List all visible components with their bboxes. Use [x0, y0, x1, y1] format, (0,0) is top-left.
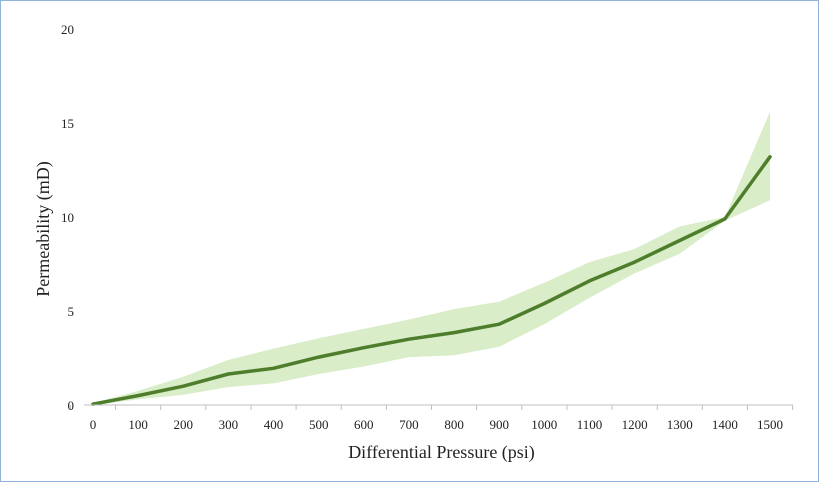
data-point [723, 217, 727, 221]
x-tick-label: 1100 [577, 417, 603, 432]
x-tick-label: 0 [90, 417, 97, 432]
y-tick-label: 20 [61, 22, 74, 37]
x-tick-label: 1300 [667, 417, 693, 432]
series-line [91, 155, 772, 406]
data-point [543, 302, 546, 305]
y-tick-label: 0 [68, 398, 75, 413]
x-tick-label: 100 [128, 417, 148, 432]
data-point [317, 355, 320, 359]
data-point [452, 331, 456, 334]
series-line-layer [91, 155, 772, 406]
data-point [136, 394, 140, 397]
confidence-band-layer [93, 111, 770, 405]
data-point [678, 239, 681, 242]
x-tick-label: 1500 [757, 417, 783, 432]
data-point [227, 372, 230, 376]
x-tick-label: 1200 [622, 417, 648, 432]
x-tick-label: 600 [354, 417, 374, 432]
data-point [182, 385, 185, 388]
x-axis: 0 100 200 300 400 500 600 700 800 900 1000 1100 1200… [69, 404, 794, 432]
data-point [588, 279, 591, 283]
x-tick-label: 500 [309, 417, 329, 432]
x-tick-label: 900 [489, 417, 509, 432]
confidence-band [93, 111, 770, 405]
x-axis-label: Differential Pressure (psi) [348, 442, 535, 463]
y-tick-label: 15 [61, 116, 74, 131]
y-axis-label: Permeability (mD) [33, 161, 54, 296]
y-axis: 0 5 10 15 20 [61, 22, 74, 413]
y-tick-label: 10 [61, 210, 74, 225]
x-tick-label: 300 [219, 417, 239, 432]
data-point [633, 260, 636, 264]
x-tick-label: 700 [399, 417, 419, 432]
x-tick-label: 200 [174, 417, 194, 432]
y-tick-label: 5 [68, 304, 75, 319]
data-point [407, 338, 411, 341]
x-tick-label: 1000 [531, 417, 557, 432]
data-point [498, 323, 501, 326]
x-tick-label: 1400 [712, 417, 738, 432]
x-tick-label: 400 [264, 417, 284, 432]
data-point [768, 155, 772, 158]
data-point [362, 346, 365, 349]
x-tick-label: 800 [444, 417, 464, 432]
data-point [272, 367, 275, 370]
